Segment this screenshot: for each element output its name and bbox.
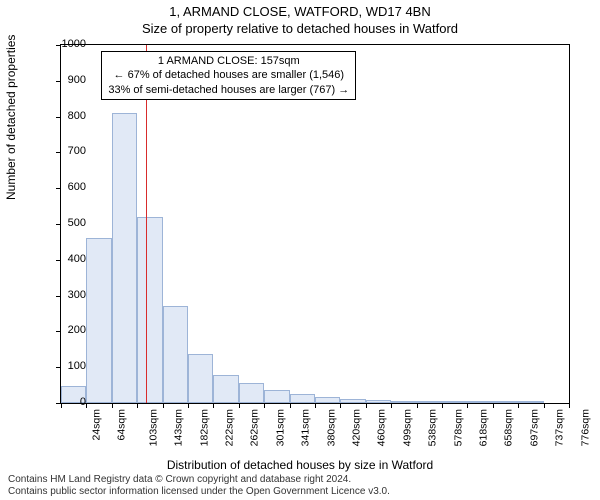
- xtick-mark: [391, 403, 392, 408]
- xtick-mark: [442, 403, 443, 408]
- xtick-label: 103sqm: [147, 409, 159, 446]
- ytick-label: 0: [46, 396, 86, 408]
- ytick-label: 200: [46, 324, 86, 336]
- x-axis-label: Distribution of detached houses by size …: [0, 458, 600, 472]
- xtick-mark: [417, 403, 418, 408]
- footer-line-1: Contains HM Land Registry data © Crown c…: [8, 474, 390, 486]
- ytick-label: 700: [46, 145, 86, 157]
- ytick-label: 900: [46, 74, 86, 86]
- ytick-label: 800: [46, 110, 86, 122]
- xtick-label: 143sqm: [173, 409, 185, 446]
- xtick-label: 538sqm: [427, 409, 439, 446]
- chart-plot-area: 24sqm64sqm103sqm143sqm182sqm222sqm262sqm…: [60, 44, 570, 404]
- annotation-line2: ← 67% of detached houses are smaller (1,…: [108, 68, 349, 82]
- histogram-bar: [417, 401, 442, 403]
- xtick-mark: [290, 403, 291, 408]
- xtick-label: 460sqm: [376, 409, 388, 446]
- xtick-mark: [493, 403, 494, 408]
- xtick-label: 776sqm: [579, 409, 591, 446]
- xtick-mark: [366, 403, 367, 408]
- annotation-box: 1 ARMAND CLOSE: 157sqm← 67% of detached …: [101, 51, 356, 100]
- histogram-bar: [467, 401, 492, 403]
- xtick-mark: [213, 403, 214, 408]
- xtick-mark: [340, 403, 341, 408]
- ytick-label: 500: [46, 217, 86, 229]
- annotation-line1: 1 ARMAND CLOSE: 157sqm: [108, 54, 349, 68]
- xtick-label: 658sqm: [503, 409, 515, 446]
- histogram-bar: [86, 238, 111, 403]
- ytick-label: 1000: [46, 38, 86, 50]
- footer-attribution: Contains HM Land Registry data © Crown c…: [8, 474, 390, 498]
- histogram-bar: [391, 401, 416, 403]
- histogram-bar: [315, 397, 340, 403]
- xtick-mark: [137, 403, 138, 408]
- footer-line-2: Contains public sector information licen…: [8, 486, 390, 498]
- histogram-bar: [188, 354, 213, 403]
- xtick-mark: [188, 403, 189, 408]
- title-subtitle: Size of property relative to detached ho…: [0, 19, 600, 36]
- xtick-label: 697sqm: [528, 409, 540, 446]
- annotation-line3: 33% of semi-detached houses are larger (…: [108, 83, 349, 97]
- xtick-label: 578sqm: [452, 409, 464, 446]
- xtick-label: 182sqm: [198, 409, 210, 446]
- xtick-label: 618sqm: [477, 409, 489, 446]
- xtick-label: 262sqm: [249, 409, 261, 446]
- histogram-bar: [213, 375, 238, 403]
- histogram-bar: [340, 399, 365, 403]
- xtick-mark: [518, 403, 519, 408]
- histogram-bar: [493, 401, 518, 403]
- xtick-label: 222sqm: [223, 409, 235, 446]
- histogram-bar: [290, 394, 315, 403]
- xtick-mark: [163, 403, 164, 408]
- histogram-bar: [163, 306, 188, 403]
- xtick-label: 24sqm: [91, 409, 103, 441]
- ytick-label: 400: [46, 253, 86, 265]
- xtick-label: 420sqm: [350, 409, 362, 446]
- xtick-mark: [569, 403, 570, 408]
- xtick-label: 341sqm: [300, 409, 312, 446]
- histogram-bar: [264, 390, 289, 403]
- histogram-bar: [518, 401, 543, 403]
- histogram-bar: [366, 400, 391, 403]
- histogram-bar: [112, 113, 137, 403]
- xtick-label: 64sqm: [116, 409, 128, 441]
- xtick-mark: [239, 403, 240, 408]
- xtick-mark: [467, 403, 468, 408]
- ytick-label: 600: [46, 181, 86, 193]
- xtick-mark: [315, 403, 316, 408]
- histogram-bar: [137, 217, 162, 403]
- xtick-mark: [544, 403, 545, 408]
- xtick-label: 737sqm: [554, 409, 566, 446]
- title-address: 1, ARMAND CLOSE, WATFORD, WD17 4BN: [0, 0, 600, 19]
- ytick-label: 300: [46, 289, 86, 301]
- ytick-label: 100: [46, 360, 86, 372]
- xtick-label: 499sqm: [401, 409, 413, 446]
- histogram-bar: [442, 401, 467, 403]
- xtick-mark: [264, 403, 265, 408]
- xtick-label: 380sqm: [325, 409, 337, 446]
- xtick-mark: [112, 403, 113, 408]
- xtick-label: 301sqm: [274, 409, 286, 446]
- histogram-bar: [239, 383, 264, 403]
- xtick-mark: [86, 403, 87, 408]
- y-axis-label: Number of detached properties: [4, 35, 18, 200]
